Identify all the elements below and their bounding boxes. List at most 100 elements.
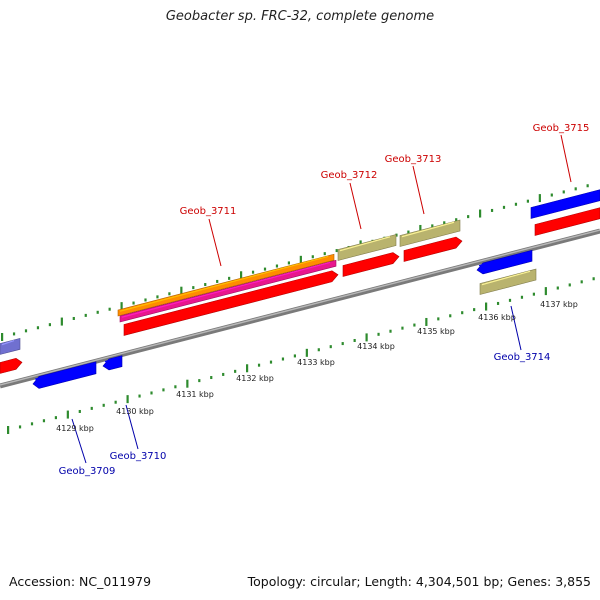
cds-geob-3713	[403, 236, 463, 262]
minor-tick	[234, 369, 237, 373]
cds-geob-3711-body	[123, 270, 339, 336]
cds-geob-3710-highlight	[104, 357, 117, 363]
minor-tick	[514, 202, 518, 206]
minor-tick	[72, 316, 75, 320]
feature-geob-3712-other-highlight	[339, 236, 391, 252]
scale-label: 4129 kbp	[56, 424, 94, 433]
minor-tick	[401, 326, 404, 330]
minor-tick	[562, 190, 565, 194]
minor-tick	[78, 409, 81, 413]
minor-tick	[102, 403, 105, 407]
minor-tick	[508, 298, 512, 302]
major-tick	[186, 379, 189, 388]
label-geob-3710: Geob_3710	[110, 451, 167, 462]
minor-tick	[222, 372, 225, 376]
gene-feature	[117, 253, 335, 317]
minor-tick	[228, 276, 231, 280]
minor-tick	[293, 354, 296, 358]
minor-tick	[407, 230, 410, 234]
minor-tick	[48, 323, 51, 327]
feature-left-faded	[0, 337, 21, 355]
minor-tick	[580, 280, 583, 284]
minor-tick	[150, 391, 153, 395]
minor-tick	[473, 308, 476, 312]
minor-tick	[550, 193, 553, 197]
minor-tick	[526, 199, 529, 203]
minor-tick	[455, 218, 458, 222]
minor-tick	[138, 394, 141, 398]
cds-geob-3709-highlight	[34, 363, 91, 380]
cds-geob-3715-highlight	[536, 209, 595, 227]
feature-geob-3714-other-highlight	[481, 270, 531, 286]
major-tick	[126, 395, 129, 404]
minor-tick	[568, 283, 571, 287]
minor-tick	[192, 286, 195, 290]
label-geob-3713-leader	[412, 165, 425, 215]
minor-tick	[329, 345, 332, 349]
label-geob-3710-leader	[125, 404, 139, 450]
cds-geob-3710	[102, 355, 123, 371]
minor-tick	[467, 215, 470, 219]
feature-geob-3714-other	[479, 268, 537, 295]
label-geob-3713: Geob_3713	[385, 154, 442, 165]
label-geob-3711: Geob_3711	[180, 206, 237, 217]
minor-tick	[144, 298, 147, 302]
major-tick	[485, 302, 488, 311]
major-tick	[305, 348, 308, 357]
scale-label: 4133 kbp	[297, 358, 335, 367]
gene-feature-highlight	[119, 255, 329, 312]
minor-tick	[574, 187, 577, 191]
scale-label: 4131 kbp	[176, 390, 214, 399]
major-tick	[538, 194, 541, 203]
gene-labels: Geob_3711 Geob_3712 Geob_3713 Geob_3715 Geob…	[59, 123, 590, 477]
minor-tick	[114, 400, 117, 404]
cds-geob-3714	[476, 249, 533, 275]
minor-tick	[437, 317, 440, 321]
minor-tick	[263, 267, 267, 271]
minor-tick	[108, 307, 111, 311]
cds-geob-3711-highlight	[125, 270, 333, 327]
label-geob-3714: Geob_3714	[494, 352, 551, 363]
minor-tick	[586, 184, 589, 188]
minor-tick	[281, 357, 285, 361]
minor-tick	[251, 270, 255, 274]
cds-geob-3715-blue-body	[530, 189, 600, 219]
cds-geob-3715-body	[534, 207, 600, 236]
cds-geob-3711	[123, 270, 339, 336]
accession-label: Accession: NC_011979	[9, 574, 152, 589]
cds-left-edge-highlight	[1, 358, 17, 365]
label-geob-3711-leader	[208, 218, 222, 267]
minor-tick	[389, 329, 392, 333]
cds-geob-3712	[342, 252, 400, 277]
cds-geob-3715	[534, 207, 600, 236]
cds-geob-3712-highlight	[344, 252, 394, 268]
minor-tick	[461, 311, 464, 315]
minor-tick	[353, 338, 356, 342]
scale-label: 4137 kbp	[540, 300, 578, 309]
minor-tick	[496, 301, 500, 305]
major-tick	[66, 410, 69, 419]
minor-tick	[490, 208, 494, 212]
minor-tick	[96, 310, 99, 314]
minor-tick	[24, 329, 28, 333]
minor-tick	[275, 264, 279, 268]
cds-geob-3713-body	[403, 236, 463, 262]
minor-tick	[269, 360, 273, 364]
minor-tick	[311, 255, 314, 259]
feature-left-faded-highlight	[1, 339, 15, 346]
minor-tick	[12, 332, 16, 336]
label-leaders	[71, 134, 572, 464]
genome-backbone-highlight	[0, 229, 600, 386]
minor-tick	[502, 205, 506, 209]
minor-tick	[395, 233, 398, 237]
minor-tick	[84, 313, 87, 317]
major-tick	[60, 317, 63, 326]
minor-tick	[132, 301, 135, 305]
label-geob-3709: Geob_3709	[59, 466, 116, 477]
rrna-feature-highlight	[121, 261, 331, 318]
label-geob-3715: Geob_3715	[533, 123, 590, 134]
major-tick	[544, 287, 547, 296]
major-tick	[299, 255, 302, 264]
minor-tick	[556, 286, 559, 290]
scale-labels: 4129 kbp 4130 kbp 4131 kbp 4132 kbp 4133 kbp…	[56, 300, 578, 433]
